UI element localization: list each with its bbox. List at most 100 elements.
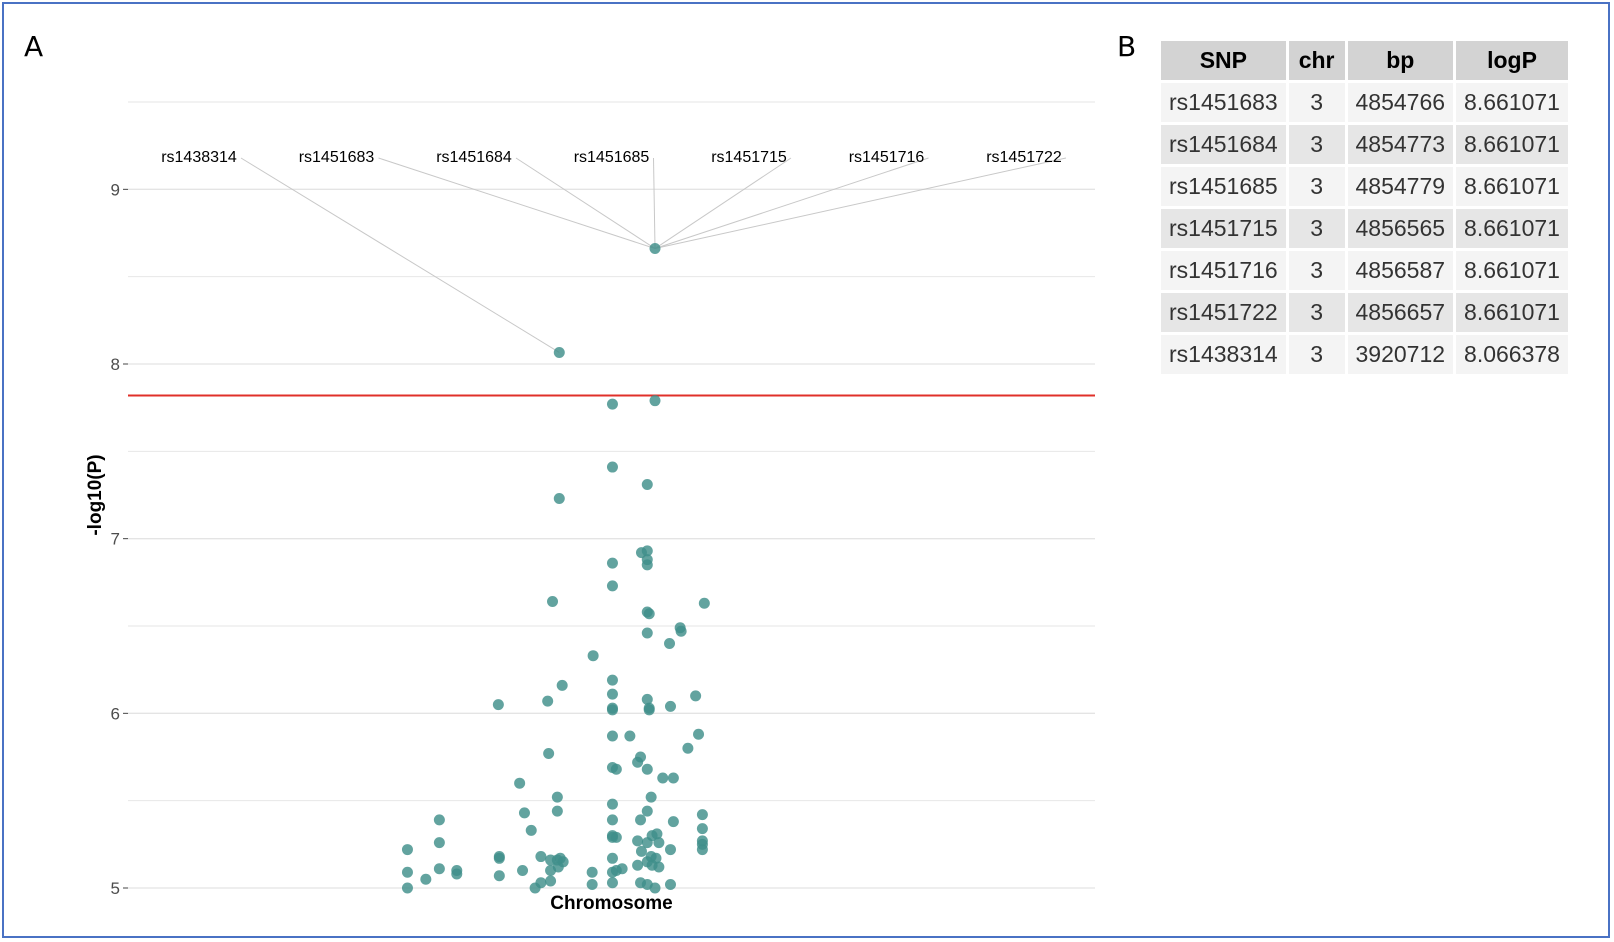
table-cell: 3920712 xyxy=(1347,335,1454,374)
snp-point xyxy=(606,798,618,810)
snp-label: rs1451684 xyxy=(436,149,512,166)
x-axis-title: Chromosome xyxy=(550,893,672,914)
snp-point xyxy=(641,559,653,571)
table-cell: 4856587 xyxy=(1347,251,1454,290)
snp-point xyxy=(525,824,537,836)
table-cell: 3 xyxy=(1288,209,1345,248)
snp-point xyxy=(632,835,644,847)
snp-point xyxy=(649,882,661,894)
table-cell: 4856565 xyxy=(1347,209,1454,248)
table-cell: rs1451722 xyxy=(1161,293,1286,332)
table-row: rs1451683 3 4854766 8.661071 xyxy=(1161,83,1568,122)
table-row: rs1451684 3 4854773 8.661071 xyxy=(1161,125,1568,164)
label-leader-line xyxy=(378,157,656,250)
snp-point xyxy=(606,877,618,889)
snp-point xyxy=(545,875,557,887)
label-leader-line xyxy=(654,157,929,250)
snp-point xyxy=(649,395,661,407)
snp-point xyxy=(556,679,568,691)
snp-point xyxy=(610,831,622,843)
table-cell: rs1451716 xyxy=(1161,251,1286,290)
table-cell: 3 xyxy=(1288,251,1345,290)
snp-point xyxy=(635,845,647,857)
snp-point xyxy=(401,882,413,894)
snp-point xyxy=(632,859,644,871)
label-leader-lines xyxy=(240,157,1067,353)
y-tick-label: 9 xyxy=(111,180,120,199)
label-leader-line xyxy=(654,157,1067,250)
table-cell: 8.661071 xyxy=(1456,209,1568,248)
snp-point xyxy=(643,702,655,714)
snp-point xyxy=(641,693,653,705)
snp-point xyxy=(641,763,653,775)
snp-point xyxy=(664,700,676,712)
snp-point xyxy=(401,866,413,878)
snp-point xyxy=(698,597,710,609)
snp-point xyxy=(606,580,618,592)
table-body: rs1451683 3 4854766 8.661071 rs1451684 3 48547… xyxy=(1161,83,1568,374)
table-header-chr: chr xyxy=(1288,41,1345,80)
table-row: rs1451715 3 4856565 8.661071 xyxy=(1161,209,1568,248)
snp-point xyxy=(641,805,653,817)
snp-point xyxy=(547,596,559,608)
label-leader-line xyxy=(240,157,560,353)
snp-point xyxy=(606,814,618,826)
snp-point xyxy=(651,828,663,840)
snp-point xyxy=(451,868,463,880)
snp-point xyxy=(664,637,676,649)
snp-point xyxy=(643,608,655,620)
snp-point xyxy=(433,814,445,826)
table-header-snp: SNP xyxy=(1161,41,1286,80)
table-row: rs1451685 3 4854779 8.661071 xyxy=(1161,167,1568,206)
snp-point xyxy=(675,625,687,637)
snp-point xyxy=(645,791,657,803)
snp-point xyxy=(586,866,598,878)
snp-point xyxy=(682,742,694,754)
snp-point xyxy=(553,492,565,504)
snp-point xyxy=(606,557,618,569)
snp-point xyxy=(552,861,564,873)
snp-point xyxy=(433,837,445,849)
snp-point xyxy=(616,863,628,875)
snp-point xyxy=(517,865,529,877)
snp-point xyxy=(624,730,636,742)
snp-point xyxy=(535,851,547,863)
snp-point xyxy=(543,748,555,760)
table-cell: 3 xyxy=(1288,83,1345,122)
snp-label: rs1438314 xyxy=(161,149,237,166)
snp-point xyxy=(653,837,665,849)
snp-point xyxy=(696,835,708,847)
y-axis-title: -log10(P) xyxy=(85,454,106,535)
table-cell: rs1451683 xyxy=(1161,83,1286,122)
panel-b-label: B xyxy=(1117,30,1137,63)
table-cell: 8.661071 xyxy=(1456,167,1568,206)
snp-point xyxy=(696,844,708,856)
table-cell: rs1451685 xyxy=(1161,167,1286,206)
snp-point xyxy=(518,807,530,819)
table-header-logp: logP xyxy=(1456,41,1568,80)
table-cell: 4854779 xyxy=(1347,167,1454,206)
snp-point xyxy=(641,479,653,491)
snp-point xyxy=(667,772,679,784)
snp-point xyxy=(641,627,653,639)
table-cell: 3 xyxy=(1288,167,1345,206)
table-row: rs1451722 3 4856657 8.661071 xyxy=(1161,293,1568,332)
snp-point xyxy=(586,879,598,891)
snp-point xyxy=(657,772,669,784)
y-tick-label: 7 xyxy=(111,530,120,549)
snp-point xyxy=(696,809,708,821)
snp-point xyxy=(635,751,647,763)
snp-point xyxy=(551,805,563,817)
table-cell: rs1451684 xyxy=(1161,125,1286,164)
snp-point xyxy=(610,763,622,775)
snp-point xyxy=(606,688,618,700)
snp-label: rs1451685 xyxy=(574,149,650,166)
snp-point xyxy=(493,852,505,864)
snp-point xyxy=(641,545,653,557)
snp-point xyxy=(606,461,618,473)
table-cell: 3 xyxy=(1288,335,1345,374)
snp-point xyxy=(535,877,547,889)
snp-point xyxy=(587,650,599,662)
snp-label: rs1451722 xyxy=(986,149,1062,166)
